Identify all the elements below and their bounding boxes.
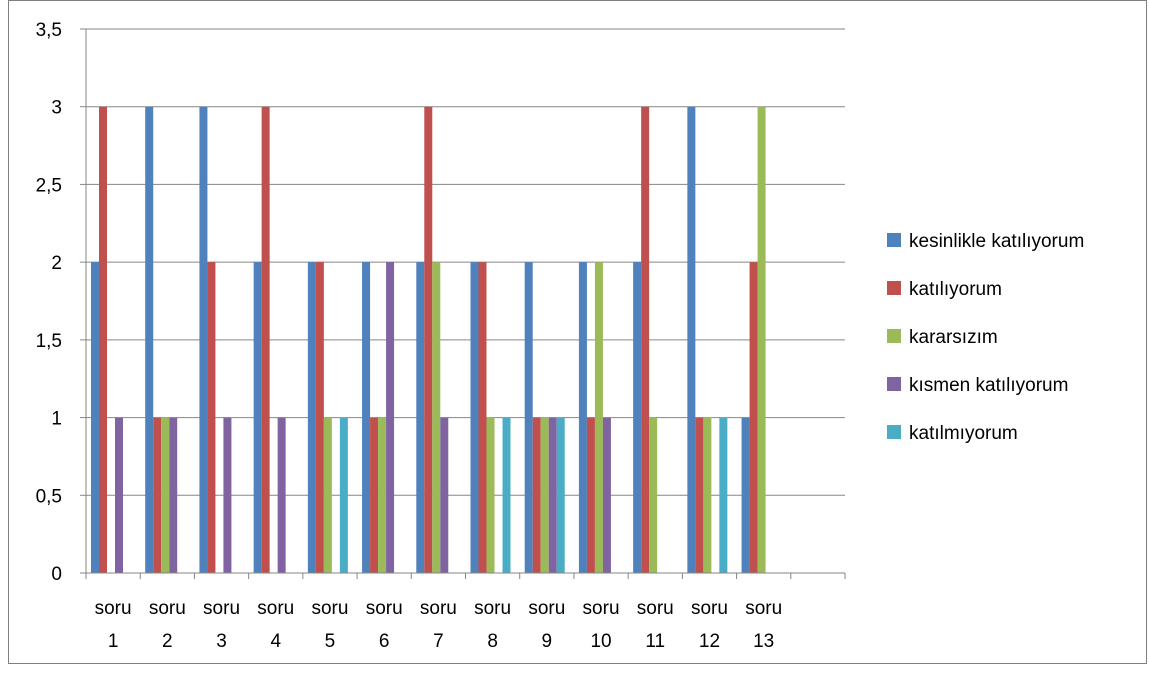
legend-swatch xyxy=(887,281,901,295)
bar xyxy=(578,262,587,573)
y-tick-label: 3,5 xyxy=(36,20,62,41)
y-tick-label: 2,5 xyxy=(36,175,62,196)
bar xyxy=(741,417,750,573)
bar xyxy=(633,262,642,573)
x-tick-label: soru xyxy=(203,598,240,619)
bars xyxy=(91,106,766,573)
x-tick-label: 9 xyxy=(542,631,553,652)
legend-label: kısmen katılıyorum xyxy=(909,375,1068,396)
y-tick-label: 0 xyxy=(51,564,62,585)
x-tick-label: 7 xyxy=(433,631,444,652)
y-tick-label: 0,5 xyxy=(36,486,62,507)
bar xyxy=(99,106,107,573)
y-tick-label: 1,5 xyxy=(36,331,62,352)
x-tick-label: soru xyxy=(420,598,457,619)
x-tick-label: 6 xyxy=(379,631,390,652)
bar xyxy=(323,417,332,573)
bar xyxy=(703,417,712,573)
legend-swatch xyxy=(887,425,901,439)
legend-label: kararsızım xyxy=(909,327,998,348)
bar xyxy=(199,106,208,573)
bar xyxy=(378,417,387,573)
y-tick-label: 2 xyxy=(51,253,62,274)
legend-label: katılmıyorum xyxy=(909,423,1018,444)
bar xyxy=(307,262,316,573)
bar xyxy=(261,106,270,573)
bar xyxy=(502,417,511,573)
bar xyxy=(145,106,154,573)
bar xyxy=(440,417,449,573)
bar xyxy=(115,417,123,573)
x-tick-label: soru xyxy=(637,598,674,619)
legend-swatch xyxy=(887,233,901,247)
legend-label: kesinlikle katılıyorum xyxy=(909,231,1084,252)
x-tick-label: soru xyxy=(366,598,403,619)
x-tick-label: 10 xyxy=(590,631,611,652)
bar xyxy=(719,417,728,573)
x-tick-label: soru xyxy=(474,598,511,619)
bar xyxy=(540,417,549,573)
bar xyxy=(277,417,286,573)
bar xyxy=(532,417,541,573)
bar xyxy=(641,106,650,573)
bar xyxy=(649,417,658,573)
legend-swatch xyxy=(887,329,901,343)
x-tick-label: soru xyxy=(149,598,186,619)
x-tick-label: 1 xyxy=(108,631,119,652)
x-tick-label: 4 xyxy=(270,631,281,652)
bar xyxy=(253,262,262,573)
bar xyxy=(315,262,324,573)
bar xyxy=(548,417,557,573)
bar xyxy=(470,262,479,573)
x-tick-label: 3 xyxy=(216,631,227,652)
bar xyxy=(339,417,348,573)
bar xyxy=(586,417,595,573)
x-tick-label: soru xyxy=(95,598,132,619)
bar xyxy=(370,417,379,573)
x-tick-label: soru xyxy=(745,598,782,619)
tick-labels: 0 0,5 1 1,5 2 2,5 3 3,5 soru 1 soru 2 soru 3 soru 4 soru… xyxy=(36,20,783,652)
bar xyxy=(695,417,704,573)
x-tick-label: soru xyxy=(583,598,620,619)
bar xyxy=(91,262,99,573)
bar xyxy=(556,417,565,573)
bar xyxy=(153,417,162,573)
x-tick-label: soru xyxy=(257,598,294,619)
bar xyxy=(486,417,495,573)
bar xyxy=(386,262,395,573)
x-tick-label: soru xyxy=(691,598,728,619)
legend-label: katılıyorum xyxy=(909,279,1002,300)
x-tick-label: 2 xyxy=(162,631,173,652)
bar xyxy=(757,106,766,573)
bar xyxy=(749,262,758,573)
x-tick-label: 8 xyxy=(487,631,498,652)
bar xyxy=(223,417,232,573)
legend: kesinlikle katılıyorum katılıyorum kararsı… xyxy=(887,231,1084,444)
bar xyxy=(478,262,487,573)
bar xyxy=(687,106,696,573)
bar xyxy=(169,417,178,573)
x-tick-label: 13 xyxy=(753,631,774,652)
x-tick-label: 11 xyxy=(645,631,665,652)
x-tick-label: 5 xyxy=(325,631,336,652)
bar xyxy=(594,262,603,573)
bar xyxy=(524,262,533,573)
y-tick-label: 1 xyxy=(51,409,62,430)
x-tick-label: soru xyxy=(311,598,348,619)
x-tick-label: soru xyxy=(528,598,565,619)
bar xyxy=(362,262,371,573)
axes xyxy=(80,28,846,579)
bar xyxy=(602,417,611,573)
bar xyxy=(432,262,441,573)
bar xyxy=(416,262,425,573)
x-tick-label: 12 xyxy=(699,631,720,652)
bar xyxy=(207,262,216,573)
legend-swatch xyxy=(887,377,901,391)
bar xyxy=(161,417,170,573)
chart-frame xyxy=(8,0,1147,664)
y-tick-label: 3 xyxy=(51,98,62,119)
bar xyxy=(424,106,433,573)
